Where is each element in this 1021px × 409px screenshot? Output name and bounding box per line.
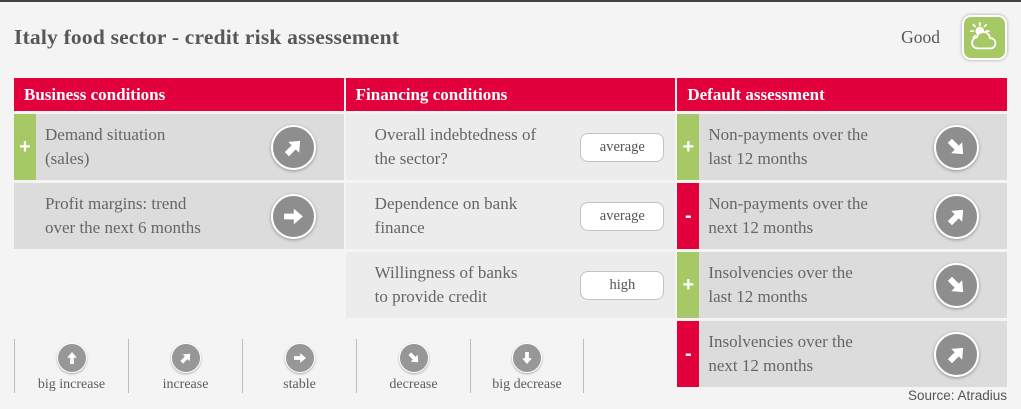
legend-label: increase [162,377,209,392]
trend-arrow-icon [270,124,316,170]
stable-arrow-icon [284,343,315,373]
page-header: Italy food sector - credit risk assessem… [0,2,1021,60]
trend-arrow-icon [934,193,980,239]
assessment-table: Business conditions + Demand situation (… [14,78,1008,390]
table-row-profit-margins: Profit margins: trend over the next 6 mo… [14,183,344,249]
row-label: Profit margins: trend over the next 6 mo… [45,194,201,237]
value-badge: average [580,132,665,162]
row-label: Insolvencies over the last 12 months [708,263,853,306]
trend-arrow-icon [270,193,316,239]
column-header: Default assessment [677,78,1008,111]
trend-arrow-icon [934,124,980,170]
decrease-arrow-icon [398,343,429,373]
table-row-insolvencies-last: + Insolvencies over the last 12 months [677,252,1008,318]
table-row-demand-situation: + Demand situation (sales) [14,114,344,180]
indicator-strip: + [677,114,700,180]
trend-arrow-icon [934,331,980,377]
trend-arrow-icon [934,262,980,308]
table-row-nonpayments-next: - Non-payments over the next 12 months [677,183,1008,249]
legend-label: decrease [389,377,438,392]
big-decrease-arrow-icon [512,343,542,373]
indicator-strip [14,183,36,249]
legend-item-big-decrease: big decrease [470,339,584,393]
page-title: Italy food sector - credit risk assessem… [14,25,400,49]
row-label: Non-payments over the next 12 months [708,194,868,237]
partly-cloudy-icon [962,15,1007,60]
table-row-insolvencies-next: - Insolvencies over the next 12 months [677,321,1008,387]
row-label: Overall indebtedness of the sector? [374,125,537,168]
source-attribution: Source: Atradius [907,388,1007,403]
indicator-strip: - [677,183,700,249]
indicator-strip: + [677,252,700,318]
table-row-bank-willingness: Willingness of banks to provide credit h… [345,252,676,318]
row-label: Willingness of banks to provide credit [374,263,518,306]
legend-item-big-increase: big increase [14,339,128,393]
legend-item-increase: increase [128,339,242,393]
table-row-bank-dependence: Dependence on bank finance average [345,183,676,249]
column-default-assessment: Default assessment + Non-payments over t… [677,78,1008,390]
big-increase-arrow-icon [56,343,87,373]
legend-item-decrease: decrease [356,339,470,393]
row-label: Non-payments over the last 12 months [708,125,868,168]
column-business-conditions: Business conditions + Demand situation (… [14,78,344,390]
rating-label: Good [901,27,940,47]
column-header: Financing conditions [345,78,676,111]
row-label: Demand situation (sales) [45,125,166,168]
legend-label: stable [283,377,316,392]
table-row-indebtedness: Overall indebtedness of the sector? aver… [345,114,676,180]
value-badge: high [580,270,665,300]
row-label: Insolvencies over the next 12 months [708,332,853,375]
legend-label: big increase [37,377,106,392]
legend-item-stable: stable [242,339,356,393]
indicator-strip: + [14,114,36,180]
value-badge: average [580,201,665,231]
column-financing-conditions: Financing conditions Overall indebtednes… [345,78,676,390]
legend-label: big decrease [492,377,562,392]
table-row-nonpayments-last: + Non-payments over the last 12 months [677,114,1008,180]
indicator-strip: - [677,321,700,387]
column-header: Business conditions [14,78,344,111]
row-label: Dependence on bank finance [374,194,518,237]
increase-arrow-icon [170,343,201,373]
trend-legend: big increase increase stable decrease bi… [14,339,584,393]
